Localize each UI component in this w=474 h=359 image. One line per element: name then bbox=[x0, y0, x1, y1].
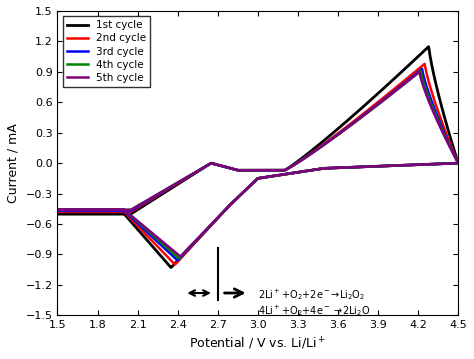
3rd cycle bbox=[456, 161, 461, 165]
2nd cycle bbox=[422, 62, 428, 66]
1st cycle bbox=[426, 45, 431, 49]
3rd cycle bbox=[404, 79, 410, 83]
5th cycle bbox=[440, 162, 446, 166]
2nd cycle bbox=[440, 162, 446, 166]
Legend: 1st cycle, 2nd cycle, 3rd cycle, 4th cycle, 5th cycle: 1st cycle, 2nd cycle, 3rd cycle, 4th cyc… bbox=[63, 16, 150, 87]
1st cycle bbox=[456, 161, 461, 165]
5th cycle bbox=[312, 168, 318, 172]
3rd cycle bbox=[175, 258, 181, 262]
Text: 4Li$^+$+O$_2$+4e$^-$ →2Li$_2$O: 4Li$^+$+O$_2$+4e$^-$ →2Li$_2$O bbox=[258, 303, 370, 318]
2nd cycle bbox=[207, 162, 212, 166]
5th cycle bbox=[177, 254, 183, 258]
1st cycle bbox=[456, 161, 461, 165]
1st cycle bbox=[64, 212, 70, 216]
1st cycle bbox=[312, 168, 318, 172]
3rd cycle bbox=[440, 162, 446, 166]
4th cycle bbox=[440, 162, 446, 166]
3rd cycle bbox=[64, 209, 70, 213]
5th cycle bbox=[207, 162, 212, 166]
5th cycle bbox=[456, 161, 461, 165]
1st cycle bbox=[440, 162, 446, 166]
4th cycle bbox=[207, 162, 212, 166]
5th cycle bbox=[92, 208, 98, 212]
Line: 4th cycle: 4th cycle bbox=[57, 71, 458, 258]
4th cycle bbox=[456, 161, 461, 165]
4th cycle bbox=[456, 161, 461, 165]
2nd cycle bbox=[456, 161, 461, 165]
2nd cycle bbox=[64, 210, 70, 214]
1st cycle bbox=[404, 65, 410, 69]
1st cycle bbox=[92, 212, 98, 216]
4th cycle bbox=[404, 80, 410, 84]
3rd cycle bbox=[419, 67, 425, 71]
3rd cycle bbox=[456, 161, 461, 165]
4th cycle bbox=[312, 168, 318, 172]
1st cycle bbox=[168, 265, 173, 270]
2nd cycle bbox=[456, 161, 461, 165]
4th cycle bbox=[418, 69, 423, 73]
5th cycle bbox=[416, 70, 422, 74]
2nd cycle bbox=[172, 262, 178, 267]
2nd cycle bbox=[312, 168, 318, 172]
3rd cycle bbox=[92, 209, 98, 213]
3rd cycle bbox=[312, 168, 318, 172]
4th cycle bbox=[92, 208, 98, 212]
X-axis label: Potential / V vs. Li/Li$^+$: Potential / V vs. Li/Li$^+$ bbox=[189, 336, 327, 352]
4th cycle bbox=[64, 208, 70, 212]
Line: 2nd cycle: 2nd cycle bbox=[57, 64, 458, 265]
5th cycle bbox=[64, 208, 70, 212]
4th cycle bbox=[176, 256, 182, 261]
Line: 3rd cycle: 3rd cycle bbox=[57, 69, 458, 260]
5th cycle bbox=[456, 161, 461, 165]
3rd cycle bbox=[207, 162, 212, 166]
Line: 1st cycle: 1st cycle bbox=[57, 47, 458, 267]
Line: 5th cycle: 5th cycle bbox=[57, 72, 458, 256]
Y-axis label: Current / mA: Current / mA bbox=[7, 123, 20, 203]
1st cycle bbox=[207, 162, 212, 166]
Text: 2Li$^+$+O$_2$+2e$^-$→Li$_2$O$_2$: 2Li$^+$+O$_2$+2e$^-$→Li$_2$O$_2$ bbox=[258, 287, 365, 302]
2nd cycle bbox=[92, 210, 98, 214]
2nd cycle bbox=[404, 76, 410, 81]
5th cycle bbox=[404, 80, 410, 84]
